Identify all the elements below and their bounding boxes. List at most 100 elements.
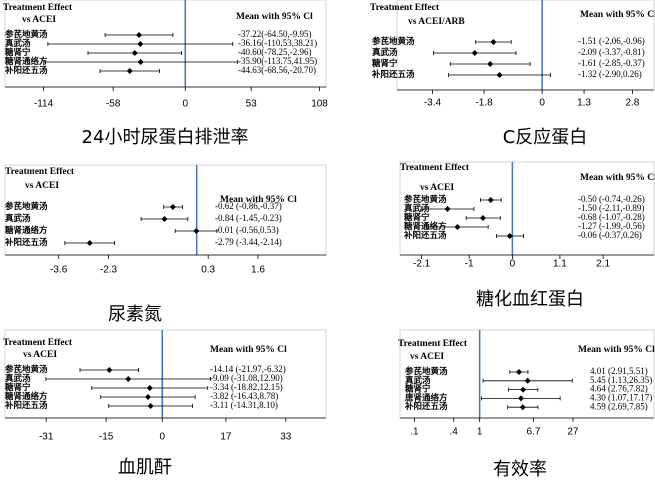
value-label: 4.64 (2.76,7.82) — [590, 384, 648, 394]
row-label: 补阳还五汤 — [4, 237, 48, 247]
row-label: 糖肾宁 — [405, 384, 431, 394]
x-tick-label: 0 — [182, 99, 188, 110]
value-label: -1.61 (-2.85,-0.37) — [578, 58, 645, 68]
x-tick-label: -1.8 — [475, 98, 493, 109]
x-tick-label: -15 — [99, 432, 114, 443]
x-tick-label: .1 — [410, 427, 419, 438]
value-label: -14.14 (-21.97,-6.32) — [210, 364, 286, 374]
point-estimate — [135, 32, 142, 38]
point-estimate — [137, 41, 144, 47]
row-label: 参芪地黄汤 — [5, 201, 48, 211]
row-label: 参芪地黄汤 — [405, 366, 448, 376]
row-label: 唐肾通络方 — [405, 392, 448, 402]
x-tick-label: 108 — [311, 99, 328, 110]
point-estimate — [125, 376, 132, 382]
x-tick-label: -58 — [106, 99, 121, 110]
header-comparison: vs ACEI — [420, 183, 454, 193]
value-label: -3.82 (-16.43,8.78) — [210, 391, 278, 401]
row-label: 参芪地黄汤 — [404, 194, 447, 204]
point-estimate — [490, 39, 497, 45]
x-tick-label: 33 — [280, 432, 292, 443]
x-tick-label: -2.3 — [100, 265, 118, 276]
header-comparison: vs ACEI — [25, 181, 59, 191]
value-label: 4.59 (2.69,7.85) — [590, 401, 648, 411]
point-estimate — [131, 50, 138, 56]
point-estimate — [524, 377, 531, 384]
value-label: -37.22(-64.50,-9.95) — [238, 29, 312, 39]
panel-title: 尿素氮 — [108, 304, 162, 325]
row-label: 补阳还五汤 — [403, 230, 447, 240]
point-estimate — [471, 50, 478, 56]
x-tick-label: -3.6 — [50, 265, 68, 276]
point-estimate — [506, 233, 513, 239]
point-estimate — [147, 403, 154, 409]
header-estimate: Mean with 95% Cl — [220, 195, 297, 205]
row-label: 糖肾通络方 — [404, 221, 447, 231]
row-label: 真武汤 — [5, 38, 31, 48]
value-label: 5.45 (1.13,26.35) — [590, 375, 652, 385]
header-treatment: Treatment Effect — [370, 3, 440, 13]
row-label: 真武汤 — [5, 213, 31, 223]
panel-title: 有效率 — [493, 459, 547, 480]
x-tick-label: 1.6 — [251, 265, 265, 276]
row-label: 真武汤 — [405, 375, 431, 385]
header-treatment: Treatment Effect — [400, 163, 470, 173]
value-label: -0.06 (-0.37,0.26) — [578, 230, 642, 240]
value-label: -2.09 (-3.37,-0.81) — [578, 47, 645, 57]
value-label: -3.34 (-18.82,12.15) — [210, 382, 283, 392]
x-tick-label: 0 — [159, 432, 165, 443]
row-label: 真武汤 — [404, 203, 430, 213]
value-label: -3.11 (-14.31,8.10) — [210, 400, 278, 410]
row-label: 参芪地黄汤 — [5, 364, 48, 374]
point-estimate — [169, 204, 176, 210]
row-label: 糖肾通络方 — [5, 391, 48, 401]
x-tick-label: 0.3 — [201, 265, 215, 276]
x-tick-label: 0 — [539, 98, 545, 109]
value-label: -0.01 (-0.56,0.53) — [215, 225, 279, 235]
point-estimate — [487, 61, 494, 67]
point-estimate — [161, 216, 168, 222]
x-tick-label: -1 — [465, 259, 474, 270]
header-estimate: Mean with 95% Cl — [580, 173, 655, 183]
x-tick-label: 0 — [510, 259, 516, 270]
value-label: -0.84 (-1.45,-0.23) — [215, 213, 282, 223]
value-label: -9.09 (-31.08,12.90) — [210, 373, 283, 383]
value-label: -0.62 (-0.86,-0.37) — [215, 201, 282, 211]
header-estimate: Mean with 95% Cl — [580, 10, 655, 20]
panel-title: 血肌酐 — [118, 457, 172, 478]
header-treatment: Treatment Effect — [5, 167, 75, 177]
point-estimate — [193, 228, 200, 234]
x-tick-label: 53 — [246, 99, 258, 110]
row-label: 糖肾宁 — [5, 47, 31, 57]
x-tick-label: -2.1 — [413, 259, 431, 270]
header-comparison: vs ACEI — [23, 350, 57, 360]
value-label: -44.63(-68.56,-20.70) — [238, 65, 316, 75]
row-label: 糖肾通络方 — [5, 225, 48, 235]
header-treatment: Treatment Effect — [3, 338, 73, 348]
header-estimate: Mean with 95% Cl — [578, 345, 655, 355]
value-label: 4.01 (2.91,5.51) — [590, 366, 648, 376]
row-label: 补阳还五汤 — [404, 401, 448, 411]
value-label: 4.30 (1.07,17.17) — [590, 392, 652, 402]
value-label: -0.68 (-1.07,-0.28) — [578, 212, 645, 222]
row-label: 糖肾宁 — [5, 382, 31, 392]
x-tick-label: .4 — [450, 427, 459, 438]
row-label: 补阳还五汤 — [371, 69, 415, 79]
row-label: 补阳还五汤 — [4, 400, 48, 410]
value-label: -1.27 (-1.99,-0.56) — [578, 221, 645, 231]
value-label: -40.60(-78.25,-2.96) — [238, 47, 312, 57]
row-label: 真武汤 — [372, 47, 398, 57]
x-tick-label: -31 — [39, 432, 54, 443]
x-tick-label: 2.8 — [625, 98, 639, 109]
value-label: -1.51 (-2.06,-0.96) — [578, 36, 645, 46]
row-label: 真武汤 — [5, 373, 31, 383]
header-estimate: Mean with 95% Cl — [236, 12, 313, 22]
header-comparison: vs ACEI — [22, 15, 56, 25]
panel-title: 24小时尿蛋白排泄率 — [82, 127, 249, 148]
header-treatment: Treatment Effect — [398, 339, 468, 349]
x-tick-label: 17 — [220, 432, 232, 443]
header-comparison: vs ACEI — [410, 352, 444, 362]
x-tick-label: 1 — [477, 427, 483, 438]
point-estimate — [520, 386, 527, 393]
